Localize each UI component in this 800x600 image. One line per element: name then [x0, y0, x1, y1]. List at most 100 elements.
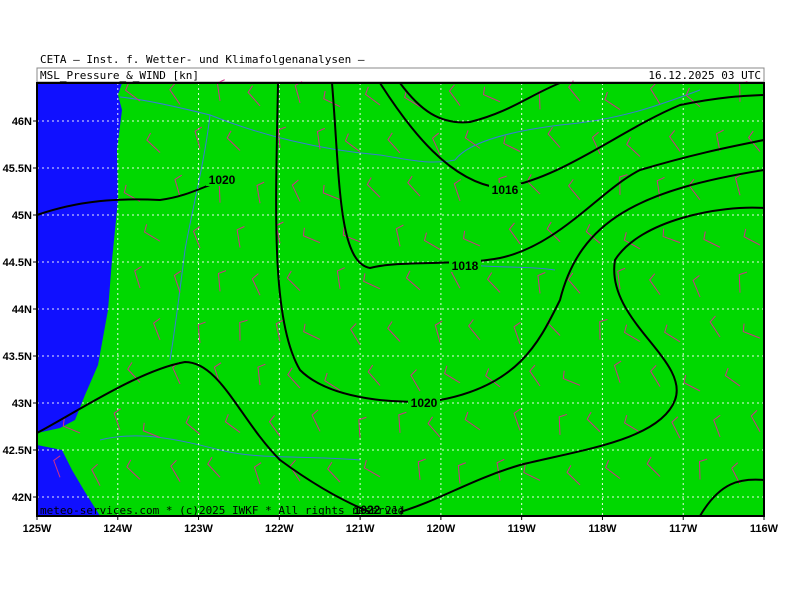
lat-label: 45.5N — [3, 163, 32, 175]
wind-barb — [256, 181, 265, 204]
wind-barb — [662, 228, 681, 244]
valid-time: 16.12.2025 03 UTC — [648, 69, 761, 82]
wind-barb — [586, 411, 601, 433]
wind-barb — [53, 455, 61, 478]
isobar — [331, 82, 765, 270]
wind-barb — [562, 370, 581, 386]
wind-barb — [268, 415, 281, 437]
wind-barb — [713, 414, 721, 438]
wind-barb — [291, 179, 301, 202]
lon-label: 124W — [103, 523, 132, 535]
wind-barb — [671, 416, 681, 439]
lat-label: 46N — [12, 116, 32, 128]
wind-barb — [743, 228, 761, 246]
wind-barb — [566, 465, 581, 486]
wind-barb — [703, 231, 721, 248]
wind-barb — [217, 270, 227, 292]
lon-label: 123W — [184, 523, 213, 535]
contour-label: 1020 — [209, 173, 236, 187]
wind-barb — [364, 86, 381, 106]
isobar — [399, 82, 561, 124]
wind-barb — [431, 132, 441, 155]
wind-barb — [462, 230, 481, 247]
lon-label: 118W — [588, 523, 617, 535]
map-area: 1020 1016 1018 1020 meteo-services.com *… — [36, 79, 765, 517]
wind-barb — [146, 132, 161, 153]
wind-barb — [251, 273, 261, 296]
river — [454, 89, 701, 161]
isobar — [36, 360, 371, 513]
graticule — [37, 83, 764, 516]
land — [37, 83, 764, 516]
wind-barb — [650, 365, 661, 387]
wind-barb — [468, 319, 481, 341]
wind-barb — [287, 367, 301, 389]
lat-label: 44.5N — [3, 257, 32, 269]
wind-barb — [174, 174, 182, 197]
wind-barb — [302, 227, 321, 244]
wind-barb — [668, 130, 681, 152]
wind-barb — [513, 408, 521, 431]
wind-barb — [605, 460, 621, 479]
river — [119, 96, 456, 163]
wind-barb — [62, 418, 81, 434]
contour-label: 1022 — [354, 503, 381, 517]
lon-label: 120W — [427, 523, 456, 535]
lat-label: 43.5N — [3, 351, 32, 363]
lon-label: 117W — [669, 523, 698, 535]
footer-credit: meteo-services.com * (c)2025 IWKF * All … — [40, 504, 404, 517]
wind-barb — [247, 85, 261, 107]
label-bg — [206, 173, 238, 186]
wind-barb — [185, 415, 201, 435]
wind-barb — [113, 408, 122, 431]
wind-barb — [213, 362, 222, 385]
wind-barb — [623, 232, 641, 250]
wind-barb — [303, 323, 321, 340]
isobar — [399, 206, 765, 513]
wind-barb — [169, 83, 181, 105]
wind-barb — [617, 267, 626, 290]
isobar — [379, 82, 765, 190]
wind-barb — [464, 130, 481, 149]
wind-barb — [142, 422, 161, 438]
wind-barb — [134, 266, 142, 289]
wind-barb — [405, 270, 421, 291]
wind-barb — [407, 175, 421, 197]
wind-barb — [508, 222, 521, 245]
wind-barb — [692, 275, 701, 298]
wind-barb — [485, 368, 501, 388]
lon-label: 116W — [750, 523, 779, 535]
map-frame — [36, 82, 765, 517]
wind-barb — [239, 319, 248, 341]
contour-label: 1016 — [492, 183, 519, 197]
wind-barb — [619, 174, 628, 195]
wind-barb — [286, 270, 301, 292]
wind-barb — [342, 227, 361, 243]
wind-barb — [698, 458, 708, 480]
wind-barb — [403, 89, 421, 108]
label-bg — [449, 259, 481, 272]
wind-barb — [599, 318, 608, 340]
contour-label: 1020 — [411, 396, 438, 410]
wind-barb — [91, 463, 101, 486]
product-name: MSL_Pressure_&_WIND [kn] — [40, 69, 199, 82]
wind-barb — [624, 415, 641, 433]
isobar — [699, 478, 765, 517]
wind-barb — [724, 367, 741, 387]
wind-barb — [448, 84, 461, 106]
wind-barb — [482, 86, 501, 103]
river — [169, 114, 211, 361]
wind-barb — [738, 271, 748, 293]
wind-barb — [322, 184, 341, 201]
wind-barb — [649, 82, 661, 105]
lon-label: 122W — [265, 523, 294, 535]
wind-barb — [253, 462, 262, 485]
wind-barb — [395, 224, 404, 247]
wind-barb — [344, 133, 361, 153]
wind-barb — [547, 126, 561, 148]
wind-barb — [486, 272, 501, 293]
wind-barb — [410, 369, 421, 392]
wind-barb — [513, 321, 521, 344]
wind-barb — [568, 179, 581, 201]
wind-barb — [324, 372, 341, 391]
